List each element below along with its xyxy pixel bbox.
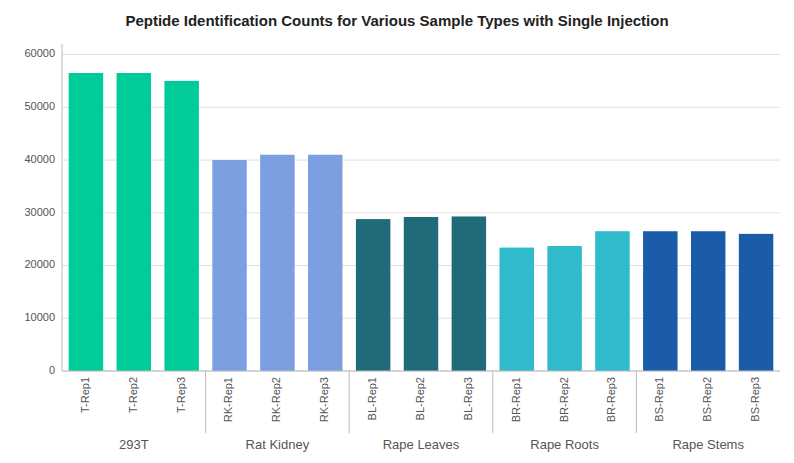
y-axis: 0 10000 20000 30000 40000 50000 60000 (24, 44, 62, 376)
x-tick-label: RK-Rep2 (270, 377, 282, 422)
x-tick-label: BL-Rep2 (414, 377, 426, 420)
bar (212, 160, 246, 371)
bars (69, 73, 774, 371)
bar (356, 219, 390, 371)
group-label: Rape Stems (672, 437, 744, 452)
x-tick-label: BR-Rep1 (510, 377, 522, 422)
bar (691, 231, 725, 371)
title: Peptide Identification Counts for Variou… (125, 12, 668, 29)
y-tick-label: 40000 (24, 153, 55, 165)
groups: 293T Rat Kidney Rape Leaves Rape Roots Rape … (119, 371, 744, 452)
y-tick-label: 0 (49, 364, 55, 376)
y-axis-line (62, 44, 63, 371)
y-tick-label: 20000 (24, 258, 55, 270)
x-tick-label: BR-Rep3 (605, 377, 617, 422)
x-axis: T-Rep1 T-Rep2 T-Rep3 RK-Rep1 RK-Rep2 RK-Rep3 B… (79, 377, 761, 422)
bar (164, 81, 198, 371)
y-tick-label: 30000 (24, 206, 55, 218)
bar (117, 73, 151, 371)
x-tick-label: BS-Rep1 (653, 377, 665, 422)
x-tick-label: RK-Rep3 (318, 377, 330, 422)
group-label: 293T (119, 437, 149, 452)
bar (547, 246, 581, 371)
bar (260, 155, 294, 371)
group-separator (636, 371, 637, 433)
x-tick-label: BR-Rep2 (558, 377, 570, 422)
bar (500, 248, 534, 371)
x-tick-label: T-Rep3 (175, 377, 187, 413)
bar (643, 231, 677, 371)
group-separator (205, 371, 206, 433)
group-label: Rat Kidney (246, 437, 310, 452)
bar (595, 231, 629, 371)
group-separator (492, 371, 493, 433)
y-tick-label: 60000 (24, 47, 55, 59)
bar (452, 216, 486, 371)
grid-line (62, 371, 780, 372)
y-tick-label: 50000 (24, 100, 55, 112)
x-tick-label: BS-Rep3 (749, 377, 761, 422)
group-label: Rape Leaves (383, 437, 460, 452)
bar (404, 217, 438, 371)
x-tick-label: BS-Rep2 (701, 377, 713, 422)
x-tick-label: T-Rep1 (79, 377, 91, 413)
grid (62, 55, 780, 371)
x-axis-line (62, 371, 780, 372)
bar (739, 234, 773, 371)
group-label: Rape Roots (530, 437, 599, 452)
x-tick-label: BL-Rep1 (366, 377, 378, 420)
x-tick-label: RK-Rep1 (222, 377, 234, 422)
x-tick-label: T-Rep2 (127, 377, 139, 413)
group-separator (349, 371, 350, 433)
bar (308, 155, 342, 371)
bar (69, 73, 103, 371)
chart: Peptide Identification Counts for Variou… (0, 0, 794, 463)
y-tick-label: 10000 (24, 311, 55, 323)
grid-line (62, 54, 780, 55)
x-tick-label: BL-Rep3 (462, 377, 474, 420)
